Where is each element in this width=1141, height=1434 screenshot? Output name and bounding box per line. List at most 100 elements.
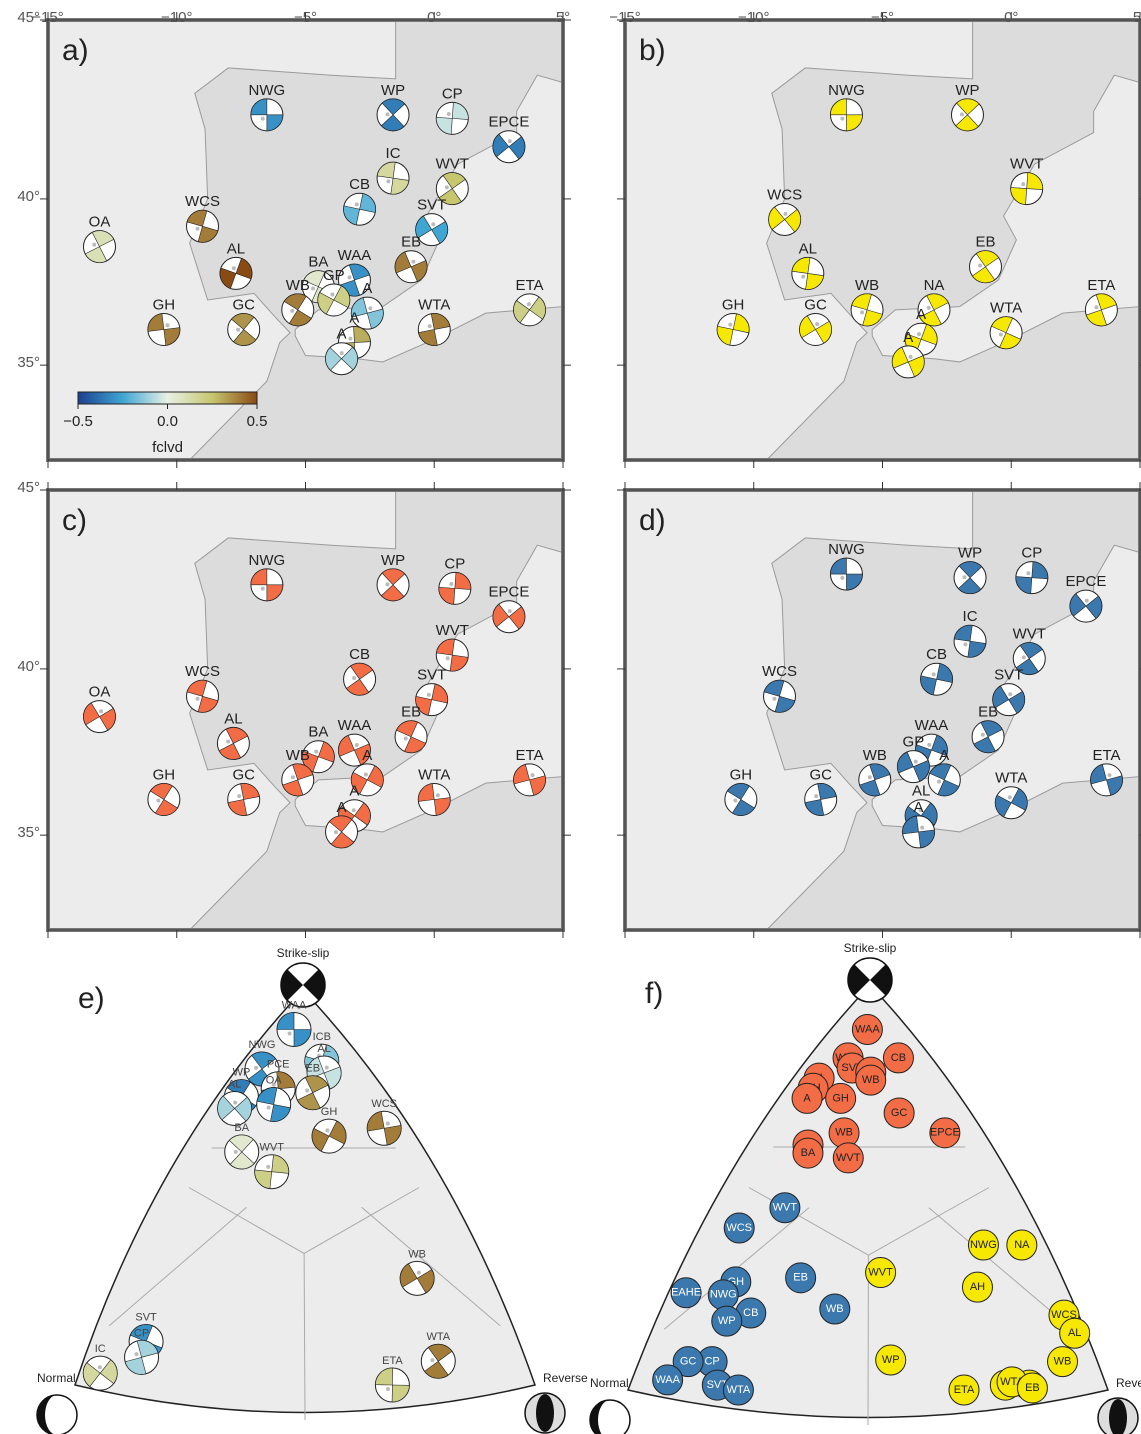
station-label: AL (799, 240, 817, 257)
beachball (769, 203, 801, 235)
beachball (326, 816, 358, 848)
point-label: WB (835, 1127, 853, 1139)
beachball (990, 317, 1022, 349)
point-label: AH (970, 1281, 985, 1293)
beachball (251, 569, 283, 601)
beachball (318, 284, 350, 316)
station-label: GC (809, 766, 832, 783)
point-label: EAHE (671, 1287, 701, 1299)
ball-dot (960, 112, 964, 116)
ball-dot (801, 275, 805, 279)
station-label: WB (286, 747, 310, 764)
station-label: EB (401, 704, 421, 721)
beachball (972, 721, 1004, 753)
beachball (725, 784, 757, 816)
point-label: AL (317, 1043, 330, 1055)
ball-dot (135, 1352, 139, 1356)
beachball (514, 294, 546, 326)
point-label: WTA (727, 1384, 751, 1396)
ball-dot (1008, 692, 1012, 696)
station-label: WP (381, 82, 405, 99)
beachball (377, 569, 409, 601)
ball-dot (355, 202, 359, 206)
station-label: A (939, 747, 949, 764)
beachball (344, 663, 376, 695)
point-label: NA (1014, 1239, 1030, 1251)
ball-dot (291, 775, 295, 779)
beachball (377, 162, 409, 194)
station-label: WTA (990, 300, 1022, 317)
ball-dot (1026, 571, 1030, 575)
beachball (367, 1111, 401, 1145)
station-label: WAA (915, 717, 949, 734)
ball-dot (368, 306, 372, 310)
panel-label: f) (645, 977, 663, 1010)
colorbar-tick-label: 0.5 (247, 413, 268, 430)
station-label: ETA (1092, 747, 1120, 764)
point-label: BA (234, 1122, 249, 1134)
ball-dot (385, 582, 389, 586)
beachball (217, 727, 249, 759)
ball-dot (266, 1165, 270, 1169)
point-label: EPCE (930, 1127, 960, 1139)
station-label: GH (153, 766, 176, 783)
ball-dot (445, 185, 449, 189)
station-label: GC (232, 296, 255, 313)
ball-dot (1021, 182, 1025, 186)
station-label: GC (232, 766, 255, 783)
station-label: NWG (828, 82, 865, 99)
ball-dot (195, 697, 199, 701)
ball-dot (236, 328, 240, 332)
beachball (1091, 764, 1123, 796)
ball-dot (1022, 655, 1026, 659)
ball-dot (733, 799, 737, 803)
ball-dot (99, 709, 103, 713)
beachball (84, 231, 116, 263)
y-tick-label: 40° (17, 658, 40, 675)
reverse-icon (536, 1394, 554, 1432)
station-label: WAA (338, 247, 372, 264)
ball-dot (385, 112, 389, 116)
beachball (344, 193, 376, 225)
beachball (148, 784, 180, 816)
y-tick-label: 35° (17, 354, 40, 371)
station-label: EB (401, 234, 421, 251)
ball-dot (237, 794, 241, 798)
corner-label: Normal (590, 1376, 629, 1390)
ball-dot (330, 293, 334, 297)
beachball (277, 1013, 311, 1047)
beachball (395, 721, 427, 753)
colorbar (78, 392, 257, 404)
point-label: ETA (382, 1355, 403, 1367)
ball-dot (254, 1066, 258, 1070)
station-label: CP (1021, 545, 1042, 562)
station-label: NWG (249, 552, 286, 569)
station-label: SVT (994, 667, 1023, 684)
ball-dot (840, 117, 844, 121)
station-label: GC (804, 296, 827, 313)
point-label: WB (826, 1303, 844, 1315)
x-tick-label: 0° (427, 9, 441, 26)
beachball (764, 680, 796, 712)
ball-dot (311, 287, 315, 291)
station-label: CB (926, 646, 947, 663)
beachball (400, 1261, 434, 1295)
ball-dot (531, 773, 535, 777)
beachball (954, 562, 986, 594)
point-label: GH (832, 1092, 849, 1104)
station-label: WP (381, 552, 405, 569)
beachball (228, 784, 260, 816)
ball-dot (386, 179, 390, 183)
x-tick-label: 0° (1004, 9, 1018, 26)
beachball (514, 764, 546, 796)
ball-dot (386, 1122, 390, 1126)
station-label: WB (855, 277, 879, 294)
station-label: AL (224, 710, 242, 727)
colorbar-label: fclvd (152, 439, 183, 456)
ball-dot (267, 1106, 271, 1110)
ball-dot (449, 582, 453, 586)
station-label: EPCE (1065, 573, 1106, 590)
beachball (995, 787, 1027, 819)
point-label: WCS (371, 1098, 397, 1110)
point-label: WP (718, 1315, 736, 1327)
